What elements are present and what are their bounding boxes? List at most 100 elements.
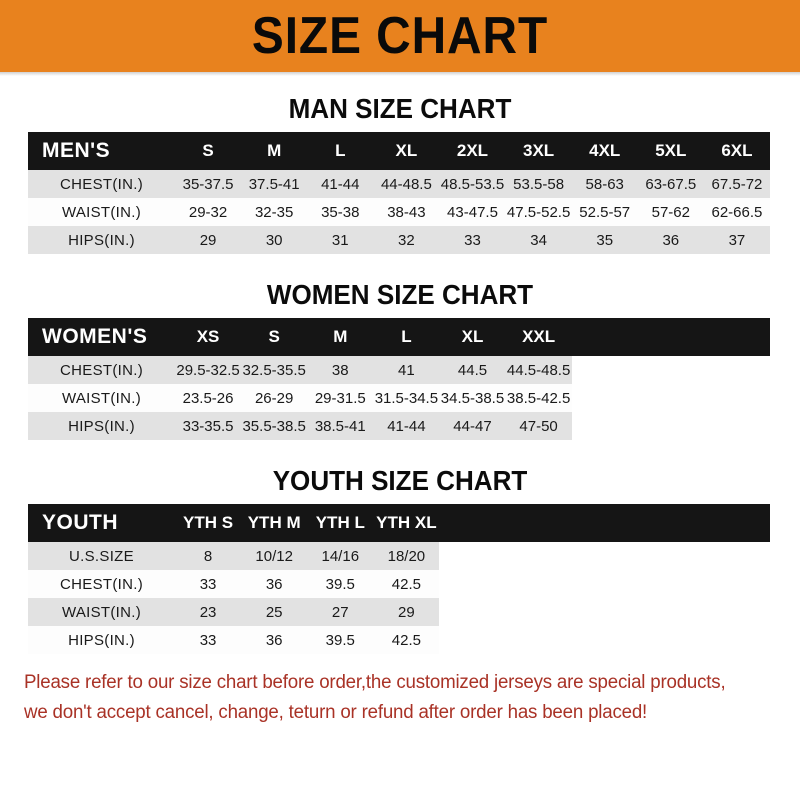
blank-cell [703, 626, 770, 654]
cell-youth-0-0: 8 [203, 547, 213, 565]
cell-youth-3-2: 39.5 [325, 631, 355, 649]
cell-women-0-2: 38 [331, 361, 349, 379]
cell-men-0-4: 48.5-53.5 [440, 175, 505, 193]
size-header-men-0: S [202, 141, 214, 160]
size-header-youth-3: YTH XL [376, 513, 437, 532]
section-men: MAN SIZE CHART MEN'S S M L XL 2XL 3XL 4XL 5XL 6XL… [0, 94, 800, 254]
section-youth: YOUTH SIZE CHART YOUTH YTH S YTH M YTH L YTH… [0, 466, 800, 654]
table-row: U.S.SIZE 8 10/12 14/16 18/20 [28, 542, 770, 570]
row-label-youth-1: CHEST(IN.) [60, 575, 143, 593]
row-label-women-2: HIPS(IN.) [68, 417, 135, 435]
blank-cell [505, 626, 572, 654]
size-header-men-1: M [267, 141, 282, 160]
table-row: WAIST(IN.) 23 25 27 29 [28, 598, 770, 626]
spacer-top [0, 76, 800, 94]
cell-youth-0-2: 14/16 [321, 547, 360, 565]
size-header-men-2: L [335, 141, 346, 160]
blank-cell [703, 412, 770, 440]
order-policy-note: Please refer to our size chart before or… [24, 668, 776, 728]
blank-header-cell [637, 504, 704, 542]
table-row: HIPS(IN.) 33 36 39.5 42.5 [28, 626, 770, 654]
order-policy-note-line-2: we don't accept cancel, change, teturn o… [24, 702, 648, 723]
table-header-row: WOMEN'S XS S M L XL XXL [28, 318, 770, 356]
size-table-youth: YOUTH YTH S YTH M YTH L YTH XL U.S.SIZE 8 10/12… [28, 504, 770, 654]
table-row: CHEST(IN.) 33 36 39.5 42.5 [28, 570, 770, 598]
size-header-youth-2: YTH L [315, 513, 365, 532]
cell-men-1-8: 62-66.5 [711, 203, 763, 221]
blank-cell [703, 570, 770, 598]
table-header-row: YOUTH YTH S YTH M YTH L YTH XL [28, 504, 770, 542]
cell-men-2-7: 36 [662, 231, 680, 249]
cell-women-0-0: 29.5-32.5 [176, 361, 240, 379]
blank-cell [505, 598, 572, 626]
cell-women-0-3: 41 [398, 361, 415, 379]
cell-men-0-7: 63-67.5 [645, 175, 697, 193]
spacer-men [0, 124, 800, 132]
row-label-men-1: WAIST(IN.) [61, 203, 142, 221]
row-label-youth-0: U.S.SIZE [69, 547, 134, 565]
page-banner: SIZE CHART [0, 0, 800, 72]
cell-men-2-4: 33 [464, 231, 481, 249]
cell-women-2-4: 44-47 [453, 417, 492, 435]
blank-cell [637, 384, 704, 412]
cell-women-1-3: 31.5-34.5 [374, 389, 439, 407]
row-label-youth-3: HIPS(IN.) [68, 631, 135, 649]
section-title-women: WOMEN SIZE CHART [266, 279, 534, 310]
cell-men-1-3: 38-43 [387, 203, 426, 221]
blank-header-cell [703, 318, 770, 356]
cell-women-0-4: 44.5 [457, 361, 488, 379]
blank-header-cell [571, 504, 638, 542]
corner-label-youth: YOUTH [42, 511, 118, 534]
cell-men-1-4: 43-47.5 [447, 203, 498, 221]
spacer-between-women-youth [0, 440, 800, 466]
cell-women-1-4: 34.5-38.5 [440, 389, 505, 407]
cell-men-1-1: 32-35 [254, 203, 294, 221]
blank-cell [703, 384, 770, 412]
cell-women-0-1: 32.5-35.5 [242, 361, 306, 379]
table-row: HIPS(IN.) 29 30 31 32 33 34 35 36 37 [28, 226, 770, 254]
cell-women-2-1: 35.5-38.5 [242, 417, 306, 435]
size-table-women: WOMEN'S XS S M L XL XXL CHEST(IN.) 29.5-32.5 32.5… [28, 318, 770, 440]
blank-cell [637, 598, 704, 626]
blank-cell [571, 542, 638, 570]
row-label-men-0: CHEST(IN.) [60, 175, 143, 193]
cell-women-2-3: 41-44 [387, 417, 426, 435]
cell-men-1-2: 35-38 [321, 203, 360, 221]
cell-women-0-5: 44.5-48.5 [506, 361, 571, 379]
blank-cell [571, 598, 638, 626]
cell-youth-0-1: 10/12 [255, 547, 293, 565]
cell-men-2-5: 34 [530, 231, 547, 249]
blank-cell [571, 412, 638, 440]
blank-cell [439, 542, 506, 570]
cell-men-0-8: 67.5-72 [711, 175, 763, 193]
cell-men-0-1: 37.5-41 [248, 175, 300, 193]
cell-men-0-6: 58-63 [585, 175, 624, 193]
row-label-youth-2: WAIST(IN.) [61, 603, 142, 621]
cell-men-2-0: 29 [199, 231, 217, 249]
cell-youth-3-0: 33 [199, 631, 217, 649]
size-header-women-3: L [401, 327, 412, 346]
corner-label-men: MEN'S [42, 139, 111, 162]
cell-men-2-6: 35 [596, 231, 614, 249]
cell-men-1-5: 47.5-52.5 [506, 203, 571, 221]
blank-header-cell [571, 318, 638, 356]
row-label-women-0: CHEST(IN.) [60, 361, 143, 379]
section-title-men: MAN SIZE CHART [288, 93, 512, 124]
blank-cell [571, 356, 638, 384]
blank-cell [505, 570, 572, 598]
size-header-men-4: 2XL [456, 141, 489, 160]
blank-cell [703, 542, 770, 570]
page-title: SIZE CHART [251, 7, 549, 65]
blank-cell [439, 598, 506, 626]
size-header-women-1: S [268, 327, 280, 346]
size-header-men-5: 3XL [523, 141, 555, 160]
size-header-women-4: XL [461, 327, 484, 346]
cell-men-0-2: 41-44 [321, 175, 360, 193]
size-header-men-8: 6XL [721, 141, 753, 160]
blank-cell [571, 384, 638, 412]
blank-header-cell [703, 504, 770, 542]
cell-men-1-0: 29-32 [188, 203, 228, 221]
cell-women-1-5: 38.5-42.5 [506, 389, 571, 407]
size-header-youth-0: YTH S [183, 513, 234, 532]
table-row: WAIST(IN.) 23.5-26 26-29 29-31.5 31.5-34.5 34… [28, 384, 770, 412]
